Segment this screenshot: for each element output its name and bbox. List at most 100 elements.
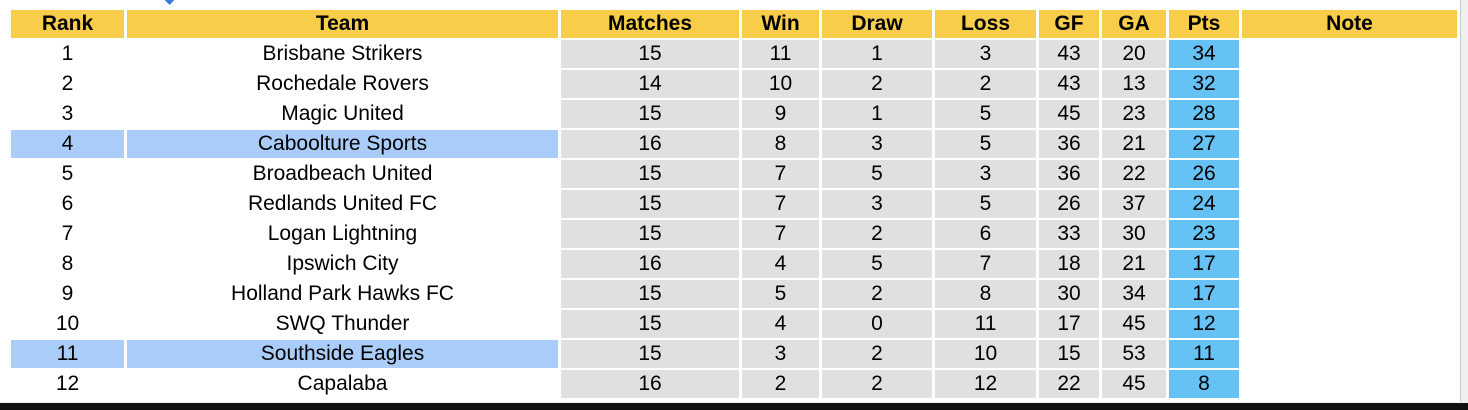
table-row: 1 Brisbane Strikers 15 11 1 3 43 20 34 [11, 40, 1457, 68]
cell-gf: 26 [1039, 190, 1099, 218]
cell-note [1242, 220, 1457, 248]
header-win[interactable]: Win [742, 10, 819, 38]
cell-rank: 7 [11, 220, 124, 248]
cell-rank: 5 [11, 160, 124, 188]
cell-ga: 22 [1102, 160, 1166, 188]
cell-draw: 2 [822, 340, 932, 368]
cell-note [1242, 280, 1457, 308]
header-draw[interactable]: Draw [822, 10, 932, 38]
cell-rank: 2 [11, 70, 124, 98]
cell-matches: 15 [561, 340, 739, 368]
cell-matches: 15 [561, 310, 739, 338]
cell-loss: 5 [935, 130, 1036, 158]
cell-draw: 3 [822, 190, 932, 218]
cell-team: Capalaba [127, 370, 558, 398]
cell-rank: 3 [11, 100, 124, 128]
cell-win: 4 [742, 250, 819, 278]
table-row: 8 Ipswich City 16 4 5 7 18 21 17 [11, 250, 1457, 278]
header-team[interactable]: Team [127, 10, 558, 38]
cell-ga: 13 [1102, 70, 1166, 98]
table-row: 12 Capalaba 16 2 2 12 22 45 8 [11, 370, 1457, 398]
cell-draw: 1 [822, 40, 932, 68]
cell-loss: 5 [935, 100, 1036, 128]
cell-win: 7 [742, 220, 819, 248]
cell-draw: 1 [822, 100, 932, 128]
cell-loss: 10 [935, 340, 1036, 368]
cell-draw: 0 [822, 310, 932, 338]
cell-rank: 6 [11, 190, 124, 218]
cell-pts: 8 [1169, 370, 1239, 398]
cell-gf: 36 [1039, 130, 1099, 158]
cell-win: 2 [742, 370, 819, 398]
cell-pts: 27 [1169, 130, 1239, 158]
cell-loss: 11 [935, 310, 1036, 338]
cell-team: Redlands United FC [127, 190, 558, 218]
cell-matches: 14 [561, 70, 739, 98]
cell-win: 7 [742, 160, 819, 188]
cell-pts: 12 [1169, 310, 1239, 338]
cell-draw: 2 [822, 70, 932, 98]
header-pts[interactable]: Pts [1169, 10, 1239, 38]
cell-win: 10 [742, 70, 819, 98]
cell-loss: 3 [935, 160, 1036, 188]
cell-ga: 23 [1102, 100, 1166, 128]
header-gf[interactable]: GF [1039, 10, 1099, 38]
cell-gf: 18 [1039, 250, 1099, 278]
table-row: 4 Caboolture Sports 16 8 3 5 36 21 27 [11, 130, 1457, 158]
cell-ga: 37 [1102, 190, 1166, 218]
cell-gf: 43 [1039, 40, 1099, 68]
header-rank[interactable]: Rank [11, 10, 124, 38]
cell-pts: 17 [1169, 280, 1239, 308]
cell-pts: 28 [1169, 100, 1239, 128]
cell-matches: 15 [561, 280, 739, 308]
cell-gf: 43 [1039, 70, 1099, 98]
cell-matches: 16 [561, 130, 739, 158]
bottom-bar [0, 403, 1468, 410]
cell-team: Magic United [127, 100, 558, 128]
cell-team: Logan Lightning [127, 220, 558, 248]
header-ga[interactable]: GA [1102, 10, 1166, 38]
header-loss[interactable]: Loss [935, 10, 1036, 38]
cell-ga: 34 [1102, 280, 1166, 308]
cell-draw: 2 [822, 280, 932, 308]
cell-note [1242, 70, 1457, 98]
cell-team: Ipswich City [127, 250, 558, 278]
cell-gf: 17 [1039, 310, 1099, 338]
table-row: 3 Magic United 15 9 1 5 45 23 28 [11, 100, 1457, 128]
header-row: Rank Team Matches Win Draw Loss GF GA Pt… [11, 10, 1457, 38]
cell-matches: 15 [561, 190, 739, 218]
cell-win: 9 [742, 100, 819, 128]
header-matches[interactable]: Matches [561, 10, 739, 38]
cell-ga: 30 [1102, 220, 1166, 248]
cell-rank: 1 [11, 40, 124, 68]
cell-matches: 16 [561, 370, 739, 398]
cell-pts: 34 [1169, 40, 1239, 68]
cell-note [1242, 190, 1457, 218]
cell-note [1242, 160, 1457, 188]
cell-rank: 4 [11, 130, 124, 158]
cell-win: 5 [742, 280, 819, 308]
cell-team: Brisbane Strikers [127, 40, 558, 68]
cell-pts: 24 [1169, 190, 1239, 218]
cell-pts: 23 [1169, 220, 1239, 248]
cell-team: Caboolture Sports [127, 130, 558, 158]
cell-loss: 8 [935, 280, 1036, 308]
cell-win: 11 [742, 40, 819, 68]
cell-loss: 12 [935, 370, 1036, 398]
cell-team: Southside Eagles [127, 340, 558, 368]
table-row: 11 Southside Eagles 15 3 2 10 15 53 11 [11, 340, 1457, 368]
cell-note [1242, 100, 1457, 128]
cell-pts: 32 [1169, 70, 1239, 98]
cell-note [1242, 250, 1457, 278]
cell-team: Rochedale Rovers [127, 70, 558, 98]
cell-win: 7 [742, 190, 819, 218]
cell-loss: 5 [935, 190, 1036, 218]
cell-gf: 22 [1039, 370, 1099, 398]
header-note[interactable]: Note [1242, 10, 1457, 38]
cell-pts: 17 [1169, 250, 1239, 278]
cell-pts: 26 [1169, 160, 1239, 188]
cell-ga: 21 [1102, 130, 1166, 158]
cell-gf: 45 [1039, 100, 1099, 128]
cell-team: Broadbeach United [127, 160, 558, 188]
table-row: 2 Rochedale Rovers 14 10 2 2 43 13 32 [11, 70, 1457, 98]
